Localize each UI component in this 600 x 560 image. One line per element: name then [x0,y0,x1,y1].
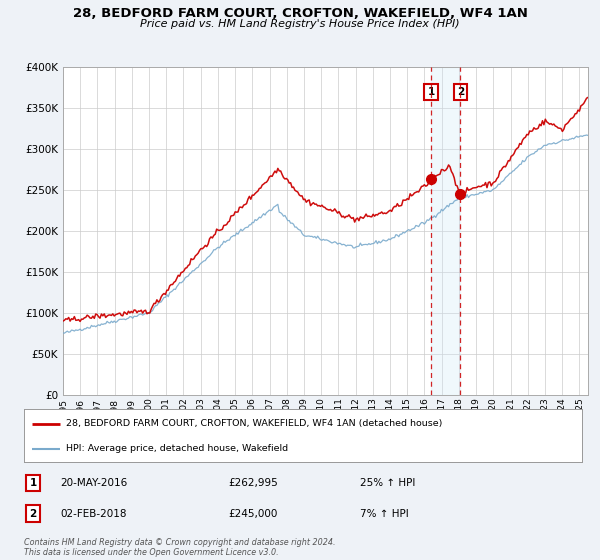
Text: 28, BEDFORD FARM COURT, CROFTON, WAKEFIELD, WF4 1AN: 28, BEDFORD FARM COURT, CROFTON, WAKEFIE… [73,7,527,20]
Text: 2: 2 [29,508,37,519]
Text: 1: 1 [427,87,434,97]
Text: 7% ↑ HPI: 7% ↑ HPI [360,508,409,519]
Text: Price paid vs. HM Land Registry's House Price Index (HPI): Price paid vs. HM Land Registry's House … [140,19,460,29]
Text: 2: 2 [457,87,464,97]
Text: HPI: Average price, detached house, Wakefield: HPI: Average price, detached house, Wake… [66,444,288,453]
Text: 28, BEDFORD FARM COURT, CROFTON, WAKEFIELD, WF4 1AN (detached house): 28, BEDFORD FARM COURT, CROFTON, WAKEFIE… [66,419,442,428]
Text: This data is licensed under the Open Government Licence v3.0.: This data is licensed under the Open Gov… [24,548,278,557]
Text: 1: 1 [29,478,37,488]
Text: 20-MAY-2016: 20-MAY-2016 [60,478,127,488]
Text: Contains HM Land Registry data © Crown copyright and database right 2024.: Contains HM Land Registry data © Crown c… [24,538,335,547]
Text: £262,995: £262,995 [228,478,278,488]
Text: £245,000: £245,000 [228,508,277,519]
Text: 02-FEB-2018: 02-FEB-2018 [60,508,127,519]
Bar [431,67,460,395]
Text: 25% ↑ HPI: 25% ↑ HPI [360,478,415,488]
